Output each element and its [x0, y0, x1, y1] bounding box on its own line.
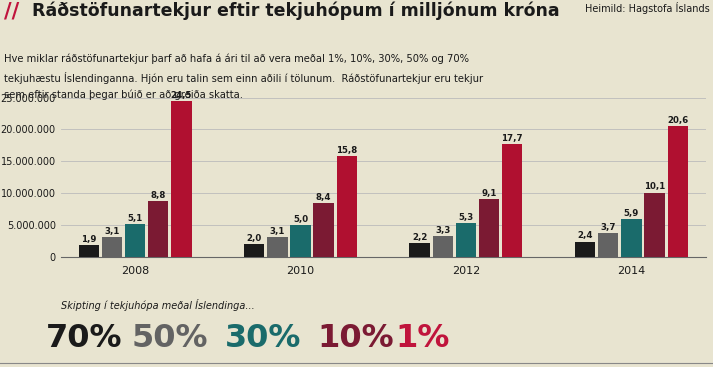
Bar — [433, 236, 453, 257]
Bar — [125, 224, 145, 257]
Text: tekjuhæstu Íslendinganna. Hjón eru talin sem einn aðili í tölunum.  Ráðstöfunart: tekjuhæstu Íslendinganna. Hjón eru talin… — [4, 72, 483, 84]
Text: 2014: 2014 — [617, 266, 645, 276]
Text: 2,4: 2,4 — [578, 232, 593, 240]
Text: Ráðstöfunartekjur eftir tekjuhópum í milljónum króna: Ráðstöfunartekjur eftir tekjuhópum í mil… — [32, 2, 560, 20]
Text: Hve miklar ráðstöfunartekjur þarf að hafa á ári til að vera meðal 1%, 10%, 30%, : Hve miklar ráðstöfunartekjur þarf að haf… — [4, 53, 468, 64]
Text: sem eftir standa þegar búið er að greiða skatta.: sem eftir standa þegar búið er að greiða… — [4, 90, 242, 101]
Text: 3,7: 3,7 — [600, 223, 616, 232]
Text: 10,1: 10,1 — [644, 182, 665, 192]
Bar — [337, 156, 357, 257]
Bar — [456, 223, 476, 257]
Text: 2,0: 2,0 — [247, 234, 262, 243]
Bar — [244, 244, 265, 257]
Bar — [148, 201, 168, 257]
Text: 3,3: 3,3 — [435, 226, 451, 235]
Bar — [78, 245, 99, 257]
Text: 9,1: 9,1 — [481, 189, 497, 198]
Text: 20,6: 20,6 — [667, 116, 688, 124]
Text: //: // — [4, 2, 19, 22]
Bar — [267, 237, 287, 257]
Bar — [290, 225, 311, 257]
Bar — [171, 101, 192, 257]
Text: 50%: 50% — [132, 323, 208, 354]
Text: 5,1: 5,1 — [128, 214, 143, 223]
Text: 5,3: 5,3 — [458, 213, 473, 222]
Text: 2,2: 2,2 — [412, 233, 427, 242]
Text: 3,1: 3,1 — [104, 227, 120, 236]
Text: 3,1: 3,1 — [270, 227, 285, 236]
Text: 10%: 10% — [317, 323, 394, 354]
Bar — [667, 126, 688, 257]
Bar — [621, 219, 642, 257]
Text: Skipting í tekjuhópa meðal Íslendinga...: Skipting í tekjuhópa meðal Íslendinga... — [61, 299, 255, 311]
Bar — [102, 237, 122, 257]
Bar — [314, 203, 334, 257]
Bar — [598, 233, 618, 257]
Text: 5,0: 5,0 — [293, 215, 308, 224]
Bar — [409, 243, 430, 257]
Text: 15,8: 15,8 — [337, 146, 357, 155]
Text: 5,9: 5,9 — [624, 209, 639, 218]
Text: 17,7: 17,7 — [501, 134, 523, 143]
Text: 8,8: 8,8 — [150, 191, 166, 200]
Text: 30%: 30% — [225, 323, 301, 354]
Text: 8,4: 8,4 — [316, 193, 332, 202]
Bar — [502, 144, 523, 257]
Text: 70%: 70% — [46, 323, 123, 354]
Text: 2010: 2010 — [287, 266, 314, 276]
Text: Heimild: Hagstofa Íslands: Heimild: Hagstofa Íslands — [585, 2, 709, 14]
Text: 2008: 2008 — [121, 266, 149, 276]
Text: 2012: 2012 — [452, 266, 480, 276]
Text: 1,9: 1,9 — [81, 235, 96, 244]
Bar — [479, 199, 499, 257]
Text: 24,5: 24,5 — [170, 91, 192, 100]
Bar — [645, 193, 665, 257]
Text: 1%: 1% — [396, 323, 450, 354]
Bar — [575, 241, 595, 257]
